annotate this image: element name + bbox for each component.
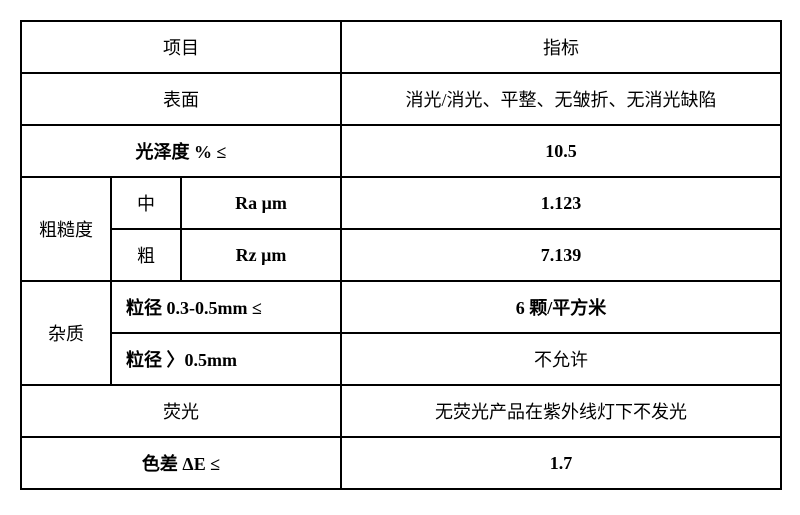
surface-label: 表面 [21,73,341,125]
impurity-large-label: 粒径 〉0.5mm [111,333,341,385]
roughness-mid-metric: Ra μm [181,177,341,229]
header-project: 项目 [21,21,341,73]
roughness-coarse-metric: Rz μm [181,229,341,281]
table-row: 荧光 无荧光产品在紫外线灯下不发光 [21,385,781,437]
spec-table: 项目 指标 表面 消光/消光、平整、无皱折、无消光缺陷 光泽度 % ≤ 10.5… [20,20,782,490]
table-row: 表面 消光/消光、平整、无皱折、无消光缺陷 [21,73,781,125]
table-row: 粗 Rz μm 7.139 [21,229,781,281]
surface-value: 消光/消光、平整、无皱折、无消光缺陷 [341,73,781,125]
table-row: 色差 ΔE ≤ 1.7 [21,437,781,489]
color-diff-value: 1.7 [341,437,781,489]
roughness-label: 粗糙度 [21,177,111,281]
roughness-mid-label: 中 [111,177,181,229]
fluorescence-value: 无荧光产品在紫外线灯下不发光 [341,385,781,437]
impurity-small-label: 粒径 0.3-0.5mm ≤ [111,281,341,333]
table-row: 杂质 粒径 0.3-0.5mm ≤ 6 颗/平方米 [21,281,781,333]
impurity-label: 杂质 [21,281,111,385]
table-row: 项目 指标 [21,21,781,73]
roughness-mid-value: 1.123 [341,177,781,229]
gloss-label: 光泽度 % ≤ [21,125,341,177]
gloss-value: 10.5 [341,125,781,177]
impurity-large-value: 不允许 [341,333,781,385]
roughness-coarse-value: 7.139 [341,229,781,281]
impurity-small-value: 6 颗/平方米 [341,281,781,333]
table-row: 粒径 〉0.5mm 不允许 [21,333,781,385]
table-row: 光泽度 % ≤ 10.5 [21,125,781,177]
color-diff-label: 色差 ΔE ≤ [21,437,341,489]
header-indicator: 指标 [341,21,781,73]
fluorescence-label: 荧光 [21,385,341,437]
table-row: 粗糙度 中 Ra μm 1.123 [21,177,781,229]
roughness-coarse-label: 粗 [111,229,181,281]
